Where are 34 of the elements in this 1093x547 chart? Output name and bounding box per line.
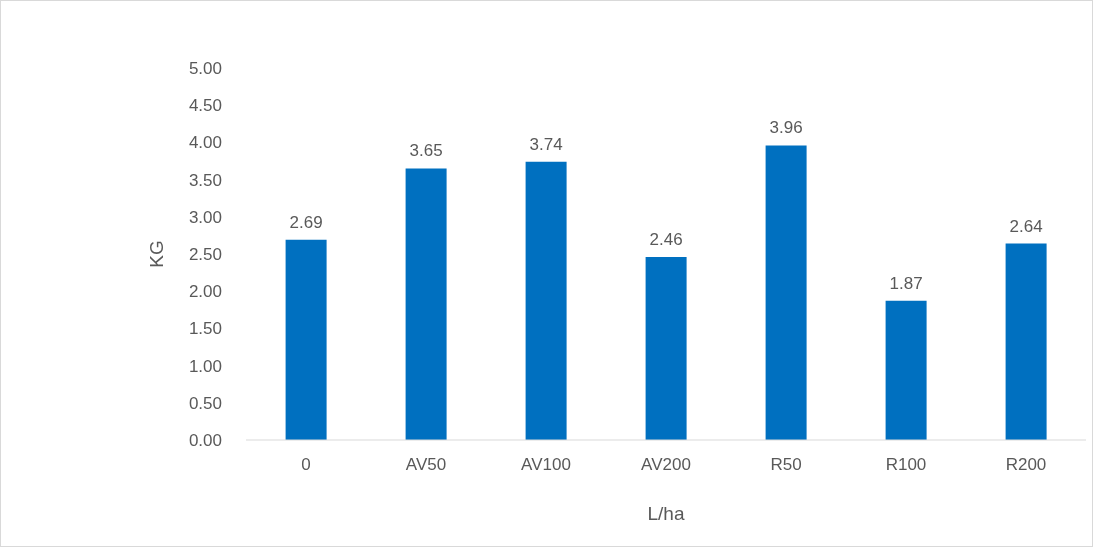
y-tick-label: 2.00 <box>188 282 222 302</box>
y-tick-label: 1.50 <box>188 319 222 339</box>
x-tick-label: R100 <box>885 455 927 475</box>
y-tick-label: 2.50 <box>188 245 222 265</box>
y-axis-title: KG <box>145 240 167 268</box>
x-tick-label: AV100 <box>521 455 571 475</box>
data-label: 2.64 <box>1009 216 1043 236</box>
bar <box>885 300 927 440</box>
y-tick-label: 3.50 <box>188 170 222 190</box>
data-label: 3.65 <box>409 141 443 161</box>
y-tick-label: 4.50 <box>188 96 222 116</box>
x-axis-title: L/ha <box>647 503 685 524</box>
bar <box>1005 243 1047 440</box>
y-tick-label: 3.00 <box>188 207 222 227</box>
data-label: 2.69 <box>289 212 323 232</box>
data-label: 3.96 <box>769 118 803 138</box>
bar <box>645 256 687 440</box>
bar <box>285 239 327 440</box>
bar <box>765 145 807 440</box>
x-tick-label: AV50 <box>405 455 447 475</box>
y-tick-label: 0.50 <box>188 393 222 413</box>
y-tick-label: 1.00 <box>188 356 222 376</box>
x-tick-label: R50 <box>770 455 802 475</box>
x-tick-label: 0 <box>301 455 311 475</box>
x-tick-label: AV200 <box>641 455 691 475</box>
data-label: 3.74 <box>529 134 563 154</box>
bar <box>525 161 567 440</box>
x-tick-label: R200 <box>1005 455 1047 475</box>
bar <box>405 168 447 440</box>
y-tick-label: 4.00 <box>188 133 222 153</box>
data-label: 2.46 <box>649 229 683 249</box>
data-label: 1.87 <box>889 273 923 293</box>
y-tick-label: 5.00 <box>188 59 222 79</box>
y-tick-label: 0.00 <box>188 431 222 451</box>
